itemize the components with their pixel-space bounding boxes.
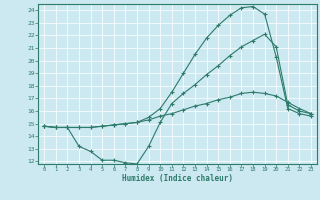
X-axis label: Humidex (Indice chaleur): Humidex (Indice chaleur) (122, 174, 233, 183)
